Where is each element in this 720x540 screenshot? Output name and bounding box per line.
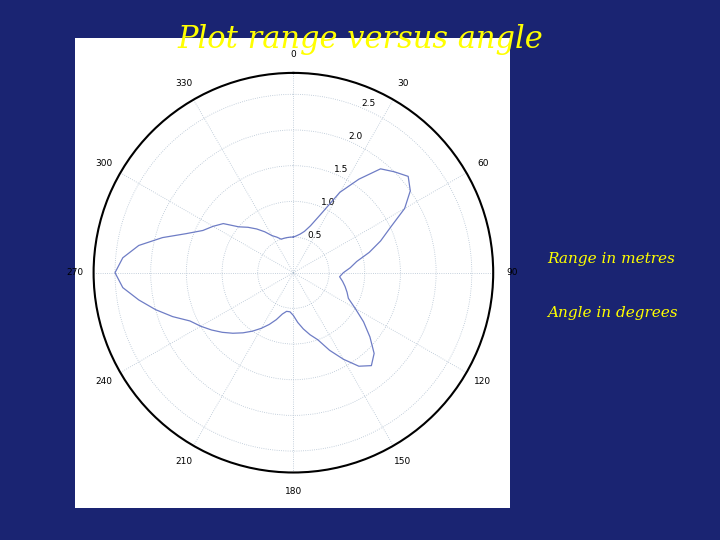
Text: Range in metres: Range in metres	[547, 252, 675, 266]
Text: Plot range versus angle: Plot range versus angle	[177, 24, 543, 55]
Text: Angle in degrees: Angle in degrees	[547, 306, 678, 320]
